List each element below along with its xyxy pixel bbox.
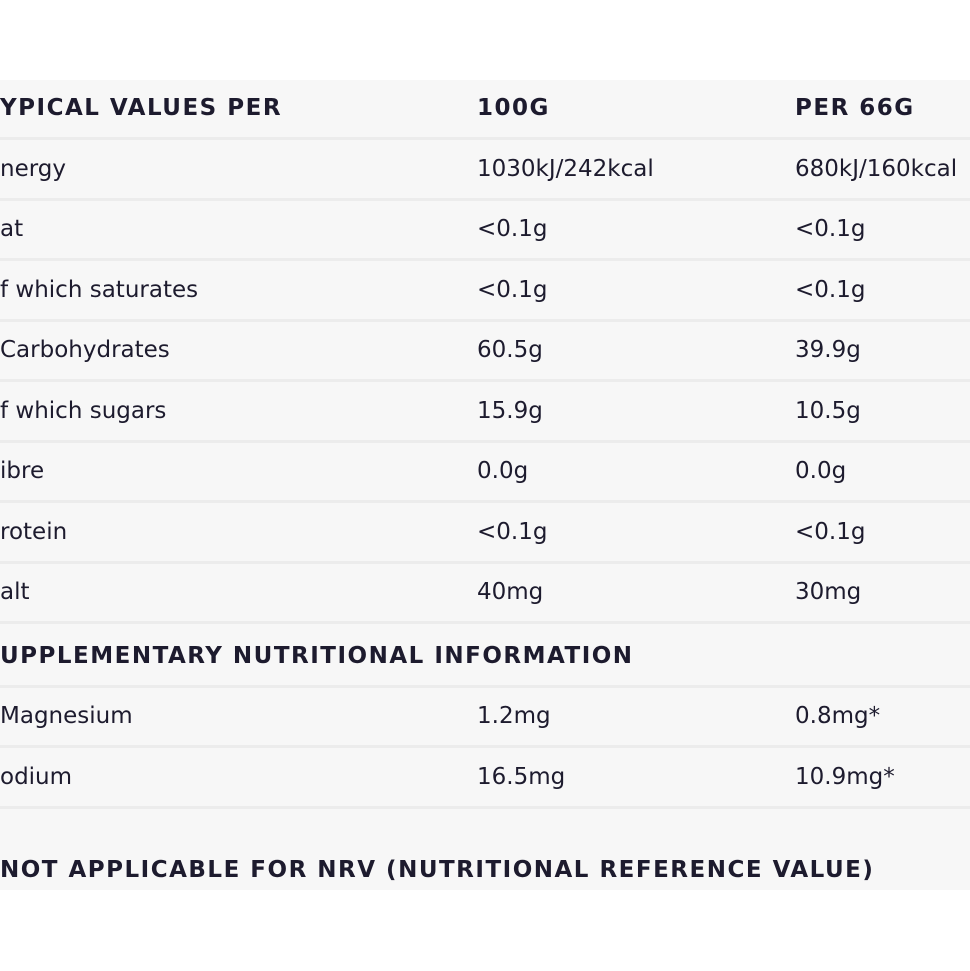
table-cell: 39.9g — [795, 337, 861, 363]
table-cell: 1.2mg — [477, 703, 551, 729]
table-cell: 30mg — [795, 579, 862, 605]
table-cell: rotein — [0, 518, 68, 545]
table-row: alt 40mg 30mg — [0, 564, 970, 624]
section-heading: UPPLEMENTARY NUTRITIONAL INFORMATION — [0, 628, 970, 688]
table-cell: <0.1g — [795, 518, 866, 545]
nutrition-table: YPICAL VALUES PER 100G PER 66G nergy 1030kJ/… — [0, 80, 970, 890]
table-row: nergy 1030kJ/242kcal 680kJ/160kcal — [0, 141, 970, 201]
table-cell: 40mg — [477, 579, 544, 605]
table-cell: 10.5g — [795, 397, 861, 424]
table-cell: 15.9g — [477, 397, 543, 424]
table-cell: 0.0g — [795, 458, 847, 484]
table-cell: alt — [0, 579, 30, 605]
table-row: at <0.1g <0.1g — [0, 201, 970, 261]
table-cell: <0.1g — [795, 276, 866, 303]
table-row: f which saturates <0.1g <0.1g — [0, 262, 970, 322]
table-cell: f which sugars — [0, 397, 167, 424]
table-cell: 0.0g — [477, 458, 529, 484]
table-row: ibre 0.0g 0.0g — [0, 443, 970, 503]
table-cell: Magnesium — [0, 703, 133, 729]
table-cell: YPICAL VALUES PER — [0, 95, 283, 121]
table-cell: nergy — [0, 155, 66, 182]
table-cell: 16.5mg — [477, 763, 566, 790]
table-cell: f which saturates — [0, 276, 199, 303]
section-title: UPPLEMENTARY NUTRITIONAL INFORMATION — [0, 642, 634, 669]
table-cell: Carbohydrates — [0, 337, 170, 363]
table-cell: at — [0, 216, 24, 242]
table-cell: odium — [0, 763, 73, 790]
table-row: rotein <0.1g <0.1g — [0, 504, 970, 564]
table-cell: 680kJ/160kcal — [795, 155, 958, 182]
table-row: odium 16.5mg 10.9mg* — [0, 749, 970, 809]
table-cell: ibre — [0, 458, 45, 484]
table-cell: PER 66G — [795, 95, 915, 121]
table-row: f which sugars 15.9g 10.5g — [0, 383, 970, 443]
table-cell: 10.9mg* — [795, 763, 895, 790]
table-cell: <0.1g — [795, 216, 866, 242]
table-cell: <0.1g — [477, 276, 548, 303]
table-cell: 0.8mg* — [795, 703, 881, 729]
header-row: YPICAL VALUES PER 100G PER 66G — [0, 80, 970, 140]
table-row: Carbohydrates 60.5g 39.9g — [0, 322, 970, 382]
table-cell: <0.1g — [477, 518, 548, 545]
table-cell: <0.1g — [477, 216, 548, 242]
table-row: Magnesium 1.2mg 0.8mg* — [0, 688, 970, 748]
table-cell: 60.5g — [477, 337, 543, 363]
footnote: NOT APPLICABLE FOR NRV (NUTRITIONAL REFE… — [0, 857, 875, 883]
table-cell: 1030kJ/242kcal — [477, 155, 654, 182]
table-cell: 100G — [477, 95, 550, 121]
